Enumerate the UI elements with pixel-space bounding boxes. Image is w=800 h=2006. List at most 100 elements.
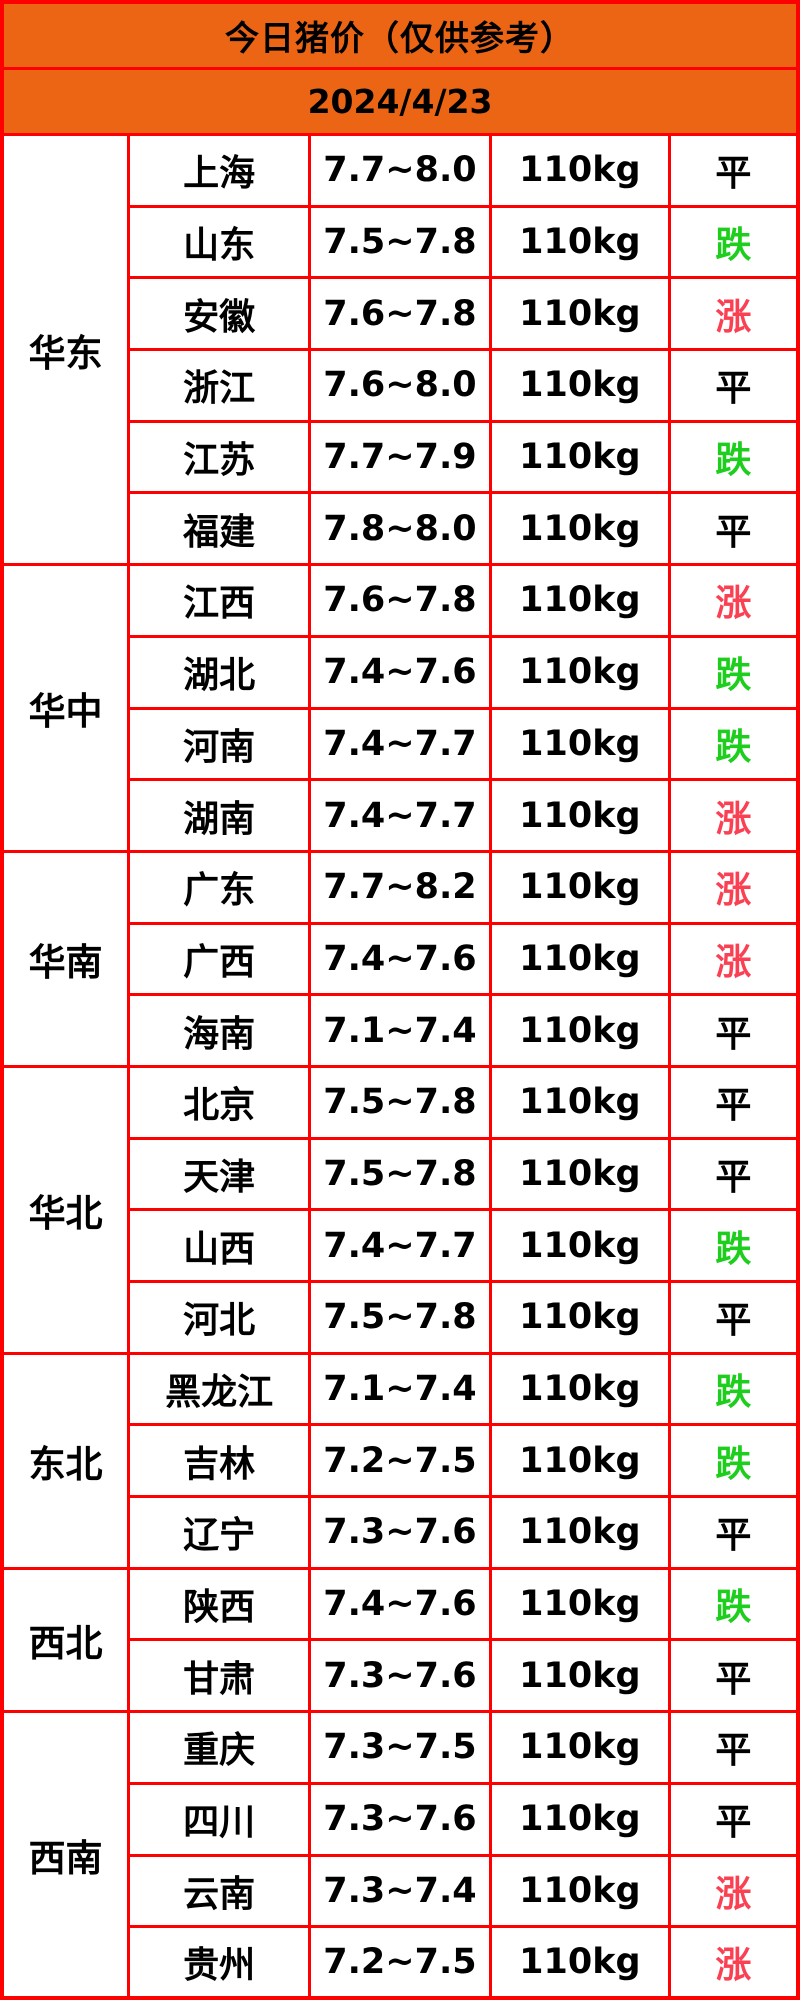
trend-cell: 跌: [667, 706, 800, 782]
province-cell: 河北: [127, 1280, 312, 1355]
trend-cell: 平: [667, 348, 800, 423]
weight-cell: 110kg: [488, 778, 671, 853]
trend-cell: 平: [667, 1781, 800, 1857]
table-row: 湖北 7.4~7.6 110kg 跌: [2, 634, 800, 710]
province-cell: 吉林: [127, 1423, 312, 1499]
table-row: 浙江 7.6~8.0 110kg 平: [2, 348, 800, 423]
table-row: 贵州 7.2~7.5 110kg 涨: [2, 1925, 800, 2000]
province-cell: 四川: [127, 1781, 312, 1857]
trend-cell: 涨: [667, 778, 800, 853]
table-row: 辽宁 7.3~7.6 110kg 平: [2, 1495, 800, 1570]
price-cell: 7.5~7.8: [308, 1136, 492, 1212]
weight-cell: 110kg: [488, 706, 671, 782]
trend-cell: 涨: [667, 921, 800, 997]
price-cell: 7.4~7.6: [308, 1566, 492, 1642]
table-row: 山东 7.5~7.8 110kg 跌: [2, 204, 800, 280]
weight-cell: 110kg: [488, 1566, 671, 1642]
trend-cell: 涨: [667, 1925, 800, 2000]
table-row: 湖南 7.4~7.7 110kg 涨: [2, 778, 800, 853]
weight-cell: 110kg: [488, 1136, 671, 1212]
trend-cell: 跌: [667, 634, 800, 710]
province-cell: 安徽: [127, 276, 312, 352]
table-row: 四川 7.3~7.6 110kg 平: [2, 1781, 800, 1857]
trend-cell: 跌: [667, 1423, 800, 1499]
weight-cell: 110kg: [488, 419, 671, 495]
table-row: 华南 广东 7.7~8.2 110kg 涨: [0, 849, 800, 1068]
price-cell: 7.2~7.5: [308, 1925, 492, 2000]
weight-cell: 110kg: [488, 1495, 671, 1570]
price-cell: 7.5~7.8: [308, 1064, 492, 1140]
province-cell: 广西: [127, 921, 312, 997]
price-cell: 7.3~7.5: [308, 1710, 492, 1785]
table-row: 海南 7.1~7.4 110kg 平: [2, 993, 800, 1068]
trend-cell: 平: [667, 1495, 800, 1570]
trend-cell: 平: [667, 1280, 800, 1355]
province-cell: 湖北: [127, 634, 312, 710]
trend-cell: 平: [667, 1064, 800, 1140]
region-cell-huanan: 华南: [0, 849, 131, 1068]
price-cell: 7.3~7.6: [308, 1781, 492, 1857]
trend-cell: 涨: [667, 563, 800, 638]
weight-cell: 110kg: [488, 1781, 671, 1857]
trend-cell: 平: [667, 491, 800, 567]
table-row: 东北 黑龙江 7.1~7.4 110kg 跌: [0, 1351, 800, 1570]
price-cell: 7.4~7.7: [308, 778, 492, 853]
trend-cell: 平: [667, 1638, 800, 1714]
table-row: 山西 7.4~7.7 110kg 跌: [2, 1208, 800, 1283]
price-cell: 7.7~8.2: [308, 849, 492, 925]
table-row: 华东 上海 7.7~8.0 110kg 平: [0, 132, 800, 567]
table-row: 吉林 7.2~7.5 110kg 跌: [2, 1423, 800, 1499]
weight-cell: 110kg: [488, 1710, 671, 1785]
trend-cell: 涨: [667, 849, 800, 925]
price-cell: 7.4~7.7: [308, 706, 492, 782]
trend-cell: 平: [667, 133, 800, 208]
trend-cell: 跌: [667, 204, 800, 280]
price-cell: 7.6~7.8: [308, 276, 492, 352]
price-cell: 7.7~8.0: [308, 133, 492, 208]
table-row: 华北 北京 7.5~7.8 110kg 平: [0, 1064, 800, 1355]
price-cell: 7.6~8.0: [308, 348, 492, 423]
price-cell: 7.8~8.0: [308, 491, 492, 567]
table-row: 甘肃 7.3~7.6 110kg 平: [2, 1638, 800, 1714]
table-row: 江苏 7.7~7.9 110kg 跌: [2, 419, 800, 495]
price-cell: 7.1~7.4: [308, 1351, 492, 1427]
title-row: 今日猪价（仅供参考）: [0, 0, 800, 70]
price-cell: 7.6~7.8: [308, 563, 492, 638]
price-cell: 7.3~7.6: [308, 1638, 492, 1714]
weight-cell: 110kg: [488, 849, 671, 925]
trend-cell: 平: [667, 1136, 800, 1212]
weight-cell: 110kg: [488, 1638, 671, 1714]
weight-cell: 110kg: [488, 1925, 671, 2000]
weight-cell: 110kg: [488, 993, 671, 1068]
weight-cell: 110kg: [488, 348, 671, 423]
province-cell: 广东: [127, 849, 312, 925]
region-cell-huabei: 华北: [0, 1064, 131, 1355]
province-cell: 浙江: [127, 348, 312, 423]
price-cell: 7.3~7.6: [308, 1495, 492, 1570]
province-cell: 陕西: [127, 1566, 312, 1642]
region-cell-xibei: 西北: [0, 1566, 131, 1714]
weight-cell: 110kg: [488, 491, 671, 567]
province-cell: 海南: [127, 993, 312, 1068]
price-cell: 7.5~7.8: [308, 204, 492, 280]
region-cell-huazhong: 华中: [0, 563, 131, 853]
weight-cell: 110kg: [488, 1280, 671, 1355]
table-row: 天津 7.5~7.8 110kg 平: [2, 1136, 800, 1212]
weight-cell: 110kg: [488, 921, 671, 997]
weight-cell: 110kg: [488, 204, 671, 280]
weight-cell: 110kg: [488, 1423, 671, 1499]
province-cell: 重庆: [127, 1710, 312, 1785]
weight-cell: 110kg: [488, 563, 671, 638]
trend-cell: 平: [667, 1710, 800, 1785]
province-cell: 黑龙江: [127, 1351, 312, 1427]
date-label: 2024/4/23: [0, 67, 800, 136]
province-cell: 天津: [127, 1136, 312, 1212]
weight-cell: 110kg: [488, 1351, 671, 1427]
province-cell: 福建: [127, 491, 312, 567]
trend-cell: 跌: [667, 419, 800, 495]
table-row: 福建 7.8~8.0 110kg 平: [2, 491, 800, 567]
table-row: 安徽 7.6~7.8 110kg 涨: [2, 276, 800, 352]
price-cell: 7.4~7.6: [308, 921, 492, 997]
region-cell-xinan: 西南: [0, 1710, 131, 2000]
